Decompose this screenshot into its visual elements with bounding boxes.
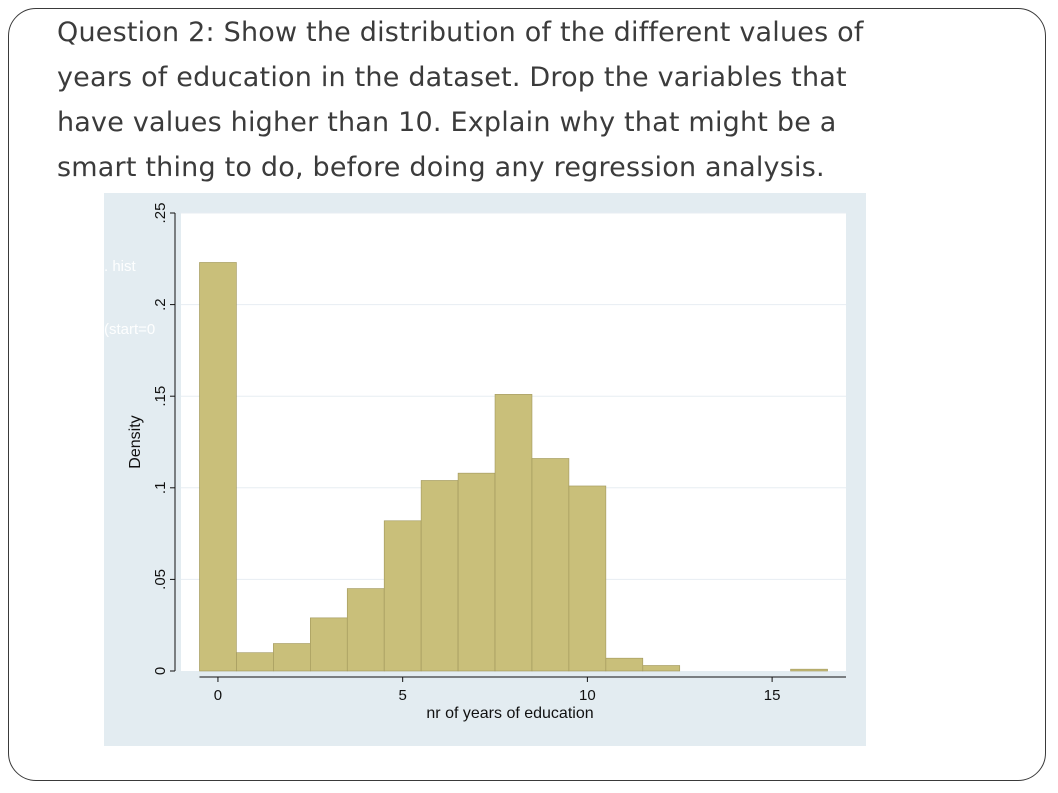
question-line-3: have values higher than 10. Explain why … [57, 107, 837, 138]
y-axis-title: Density [127, 415, 144, 468]
question-line-1: Question 2: Show the distribution of the… [57, 17, 864, 48]
y-tick-label-5: .25 [152, 203, 169, 224]
histogram-bar-0 [199, 262, 237, 672]
histogram-bar-5 [383, 520, 422, 672]
histogram-bar-9 [531, 458, 570, 672]
y-tick-label-3: .15 [152, 386, 169, 407]
histogram-chart: 0 .05 .1 .15 .2 .25 0 5 10 15 nr of years of educa… [127, 203, 846, 722]
slide-frame [8, 8, 1046, 781]
y-tick-label-0: 0 [152, 667, 169, 675]
histogram-bar-3 [310, 617, 348, 672]
histogram-bar-11 [605, 657, 644, 672]
command-overlay: . hist (start=0 [104, 214, 155, 361]
x-tick-label-2: 10 [579, 687, 596, 704]
command-line-1: . hist [104, 258, 136, 275]
question-line-4: smart thing to do, before doing any regr… [57, 152, 825, 183]
x-tick-label-1: 5 [398, 687, 406, 704]
x-tick-label-0: 0 [214, 687, 222, 704]
y-tick-label-4: .2 [152, 298, 169, 311]
y-tick-label-1: .05 [152, 569, 169, 590]
histogram-bar-1 [236, 652, 274, 672]
histogram-bar-8 [494, 394, 533, 672]
question-text: Question 2: Show the distribution of the… [57, 10, 1017, 190]
question-line-2: years of education in the dataset. Drop … [57, 62, 847, 93]
histogram-bar-4 [346, 588, 385, 672]
x-axis-title: nr of years of education [426, 705, 593, 722]
histogram-bar-2 [273, 643, 311, 672]
histogram-bar-10 [568, 485, 607, 672]
command-line-2: (start=0 [104, 321, 156, 338]
histogram-bar-13 [790, 668, 828, 672]
y-tick-label-2: .1 [152, 482, 169, 495]
histogram-bar-6 [420, 480, 459, 672]
histogram-bar-12 [642, 665, 681, 672]
histogram-bar-7 [457, 472, 496, 672]
chart-panel: 0 .05 .1 .15 .2 .25 0 5 10 15 nr of years of educa… [104, 193, 866, 746]
x-tick-label-3: 15 [764, 687, 781, 704]
